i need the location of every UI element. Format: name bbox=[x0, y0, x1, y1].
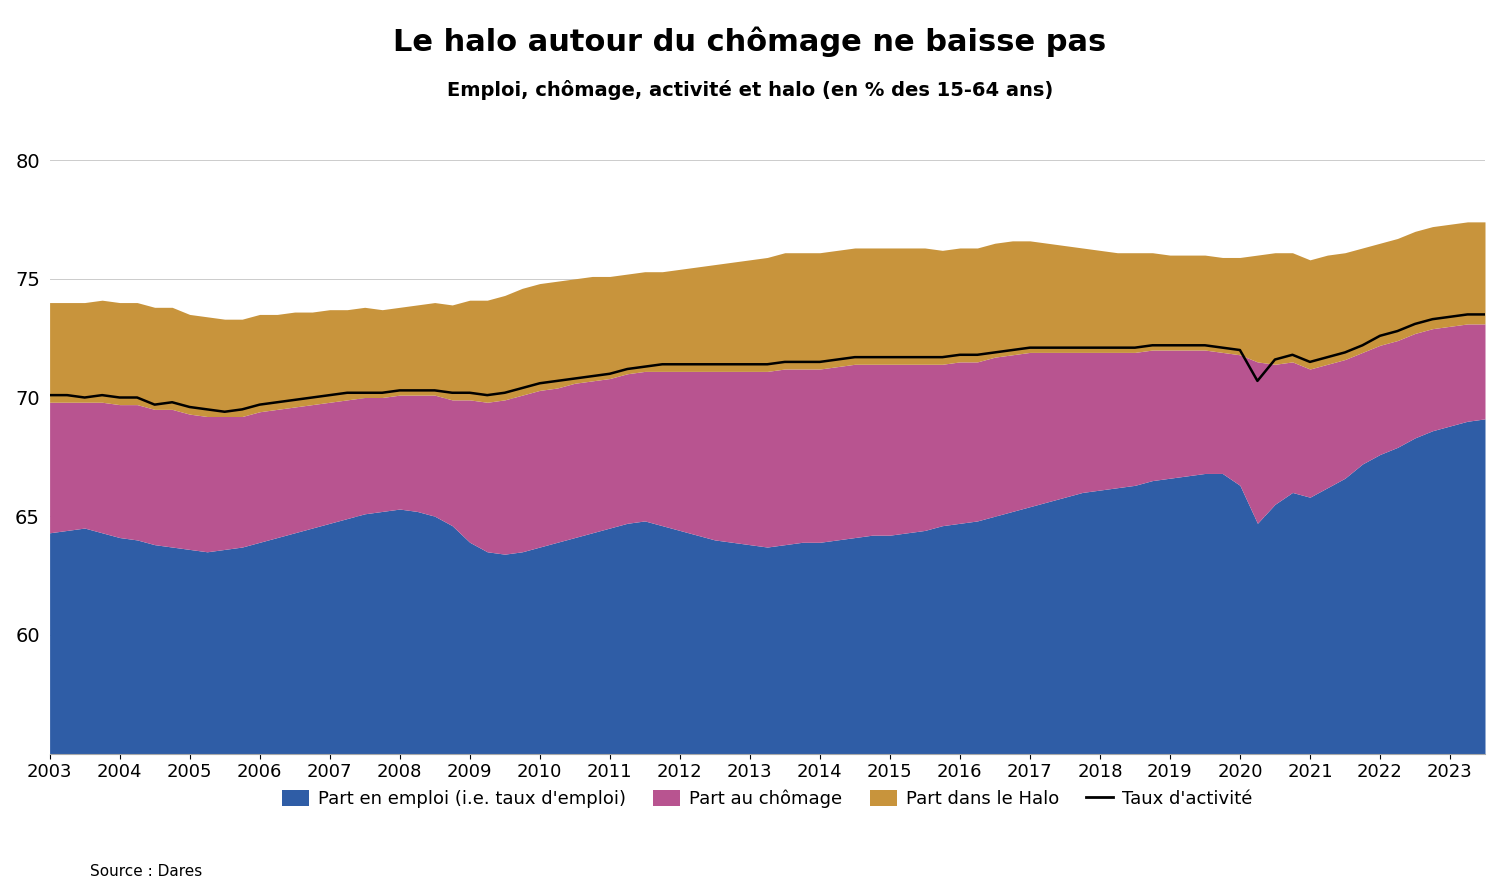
Text: Le halo autour du chômage ne baisse pas: Le halo autour du chômage ne baisse pas bbox=[393, 27, 1107, 57]
Text: Source : Dares: Source : Dares bbox=[90, 864, 202, 879]
Text: Emploi, chômage, activité et halo (en % des 15-64 ans): Emploi, chômage, activité et halo (en % … bbox=[447, 80, 1053, 100]
Legend: Part en emploi (i.e. taux d'emploi), Part au chômage, Part dans le Halo, Taux d': Part en emploi (i.e. taux d'emploi), Par… bbox=[274, 782, 1260, 815]
